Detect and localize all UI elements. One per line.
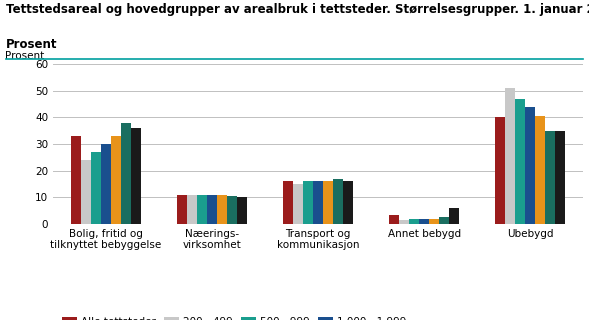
- Bar: [81, 160, 91, 224]
- Bar: [449, 208, 459, 224]
- Bar: [303, 181, 313, 224]
- Bar: [389, 215, 399, 224]
- Bar: [545, 131, 555, 224]
- Text: Prosent: Prosent: [5, 51, 45, 61]
- Bar: [495, 117, 505, 224]
- Bar: [111, 136, 121, 224]
- Bar: [323, 181, 333, 224]
- Bar: [525, 107, 535, 224]
- Bar: [237, 197, 247, 224]
- Bar: [187, 195, 197, 224]
- Bar: [177, 195, 187, 224]
- Bar: [293, 184, 303, 224]
- Bar: [439, 217, 449, 224]
- Bar: [535, 116, 545, 224]
- Text: Tettstedsareal og hovedgrupper av arealbruk i tettsteder. Størrelsesgrupper. 1. : Tettstedsareal og hovedgrupper av arealb…: [6, 3, 589, 16]
- Bar: [207, 195, 217, 224]
- Bar: [409, 219, 419, 224]
- Bar: [555, 131, 565, 224]
- Bar: [429, 219, 439, 224]
- Bar: [227, 196, 237, 224]
- Bar: [515, 99, 525, 224]
- Bar: [505, 88, 515, 224]
- Text: Prosent: Prosent: [6, 38, 57, 52]
- Bar: [217, 195, 227, 224]
- Bar: [283, 181, 293, 224]
- Bar: [121, 123, 131, 224]
- Bar: [131, 128, 141, 224]
- Bar: [419, 219, 429, 224]
- Bar: [101, 144, 111, 224]
- Bar: [71, 136, 81, 224]
- Bar: [343, 181, 353, 224]
- Bar: [333, 179, 343, 224]
- Bar: [399, 220, 409, 224]
- Bar: [91, 152, 101, 224]
- Bar: [197, 195, 207, 224]
- Bar: [313, 181, 323, 224]
